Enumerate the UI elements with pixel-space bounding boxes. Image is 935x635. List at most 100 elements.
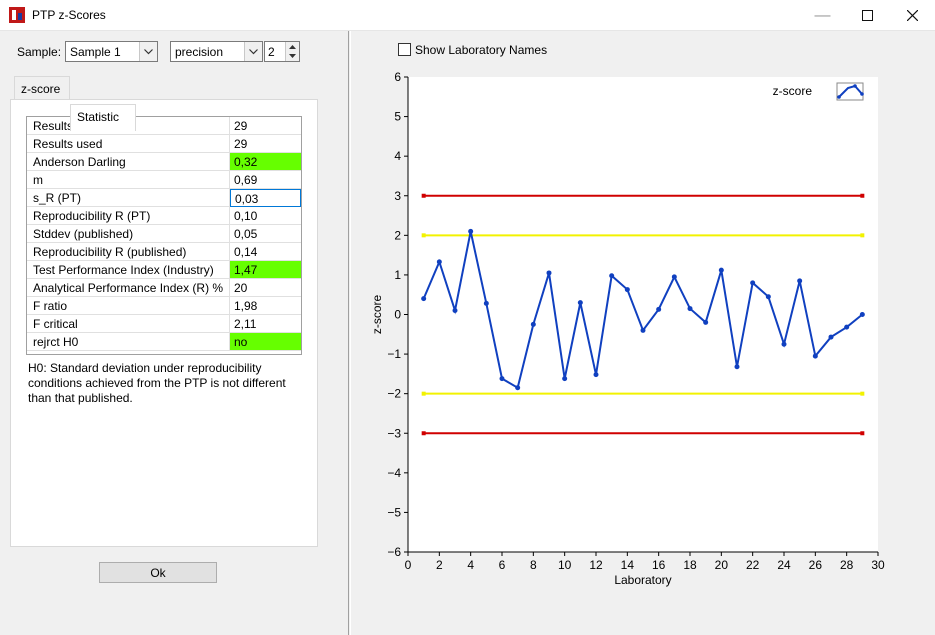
- maximize-button[interactable]: [845, 0, 890, 31]
- table-row[interactable]: F critical 2,11: [27, 315, 301, 333]
- data-point: [703, 319, 709, 325]
- y-tick-label: −3: [387, 426, 401, 440]
- y-tick-label: −5: [387, 505, 401, 519]
- y-tick-label: −4: [387, 466, 401, 480]
- close-button[interactable]: [890, 0, 935, 31]
- table-row[interactable]: Stddev (published) 0,05: [27, 225, 301, 243]
- x-axis-label: Laboratory: [614, 573, 671, 587]
- tab-z-score[interactable]: z-score: [14, 76, 70, 100]
- data-point: [640, 327, 646, 333]
- stat-value[interactable]: 0,32: [230, 153, 301, 171]
- stat-value-focused[interactable]: 0,03: [230, 189, 301, 207]
- left-panel: Sample: Sample 1 precision 2 z-score Sta…: [0, 31, 348, 635]
- table-row[interactable]: Reproducibility R (PT) 0,10: [27, 207, 301, 225]
- ok-button[interactable]: Ok: [99, 562, 217, 583]
- y-axis-label: z-score: [370, 295, 384, 335]
- data-point: [828, 334, 834, 340]
- stat-name: Stddev (published): [27, 225, 230, 243]
- table-row[interactable]: rejrct H0 no: [27, 333, 301, 351]
- panel-splitter[interactable]: [348, 31, 351, 635]
- x-tick-label: 16: [652, 558, 666, 572]
- y-tick-label: 6: [394, 70, 401, 84]
- data-point: [624, 287, 630, 293]
- data-point: [781, 341, 787, 347]
- data-point: [530, 321, 536, 327]
- reference-marker: [421, 193, 426, 198]
- table-row[interactable]: s_R (PT) 0,03: [27, 189, 301, 207]
- y-tick-label: 3: [394, 189, 401, 203]
- stat-value[interactable]: 0,14: [230, 243, 301, 261]
- legend-swatch-point: [853, 84, 857, 88]
- reference-marker: [860, 431, 865, 436]
- table-row[interactable]: Test Performance Index (Industry) 1,47: [27, 261, 301, 279]
- show-names-label[interactable]: Show Laboratory Names: [415, 43, 548, 57]
- measure-select-value: precision: [175, 45, 224, 59]
- close-icon: [907, 10, 918, 21]
- title-bar: PTP z-Scores —: [0, 0, 935, 31]
- stat-value[interactable]: 2,11: [230, 315, 301, 333]
- table-row[interactable]: Reproducibility R (published) 0,14: [27, 243, 301, 261]
- stat-name: Test Performance Index (Industry): [27, 261, 230, 279]
- stat-name: Reproducibility R (published): [27, 243, 230, 261]
- reference-marker: [421, 233, 426, 238]
- stat-value[interactable]: 0,10: [230, 207, 301, 225]
- data-point: [468, 228, 474, 234]
- table-row[interactable]: m 0,69: [27, 171, 301, 189]
- sample-select-value: Sample 1: [70, 45, 121, 59]
- stat-value[interactable]: 1,98: [230, 297, 301, 315]
- reference-marker: [421, 431, 426, 436]
- x-tick-label: 20: [715, 558, 729, 572]
- reference-marker: [421, 391, 426, 396]
- legend-swatch-line: [838, 84, 863, 98]
- y-tick-label: 1: [394, 268, 401, 282]
- x-tick-label: 24: [777, 558, 791, 572]
- table-row[interactable]: F ratio 1,98: [27, 297, 301, 315]
- decimals-stepper[interactable]: 2: [264, 41, 300, 62]
- y-tick-label: −6: [387, 545, 401, 559]
- y-tick-label: −2: [387, 387, 401, 401]
- stat-value[interactable]: 29: [230, 117, 301, 135]
- table-row[interactable]: Results 29: [27, 117, 301, 135]
- statistics-grid[interactable]: Results 29 Results used 29 Anderson Darl…: [26, 116, 302, 355]
- stat-value[interactable]: no: [230, 333, 301, 351]
- sample-select[interactable]: Sample 1: [65, 41, 158, 62]
- data-point: [671, 274, 677, 280]
- data-point: [734, 364, 740, 370]
- tab-z-score-label: z-score: [21, 82, 61, 96]
- measure-select[interactable]: precision: [170, 41, 263, 62]
- data-point: [546, 270, 552, 276]
- table-row[interactable]: Results used 29: [27, 135, 301, 153]
- x-tick-label: 18: [683, 558, 697, 572]
- data-point: [797, 278, 803, 284]
- tab-statistic[interactable]: Statistic: [70, 104, 136, 131]
- stat-name: F critical: [27, 315, 230, 333]
- y-tick-label: −1: [387, 347, 401, 361]
- x-tick-label: 0: [405, 558, 412, 572]
- table-row[interactable]: Analytical Performance Index (R) % 20: [27, 279, 301, 297]
- x-tick-label: 28: [840, 558, 854, 572]
- x-tick-label: 14: [621, 558, 635, 572]
- data-point: [436, 259, 442, 265]
- stat-name: rejrct H0: [27, 333, 230, 351]
- minimize-button[interactable]: —: [800, 0, 845, 31]
- stat-name: Results: [27, 117, 230, 135]
- x-tick-label: 6: [499, 558, 506, 572]
- tab-statistic-label: Statistic: [77, 110, 120, 124]
- data-point: [483, 300, 489, 306]
- stepper-down-icon[interactable]: [286, 51, 299, 60]
- stat-value[interactable]: 1,47: [230, 261, 301, 279]
- window-title: PTP z-Scores: [32, 8, 106, 22]
- data-point: [562, 376, 568, 382]
- stepper-up-icon[interactable]: [286, 42, 299, 51]
- data-point: [499, 376, 505, 382]
- stat-value[interactable]: 20: [230, 279, 301, 297]
- table-row[interactable]: Anderson Darling 0,32: [27, 153, 301, 171]
- show-names-checkbox[interactable]: [398, 43, 411, 56]
- stat-value[interactable]: 29: [230, 135, 301, 153]
- minimize-icon: —: [814, 6, 831, 24]
- stat-value[interactable]: 0,69: [230, 171, 301, 189]
- data-point: [421, 296, 427, 302]
- stat-value[interactable]: 0,05: [230, 225, 301, 243]
- x-tick-label: 12: [589, 558, 603, 572]
- y-tick-label: 0: [394, 308, 401, 322]
